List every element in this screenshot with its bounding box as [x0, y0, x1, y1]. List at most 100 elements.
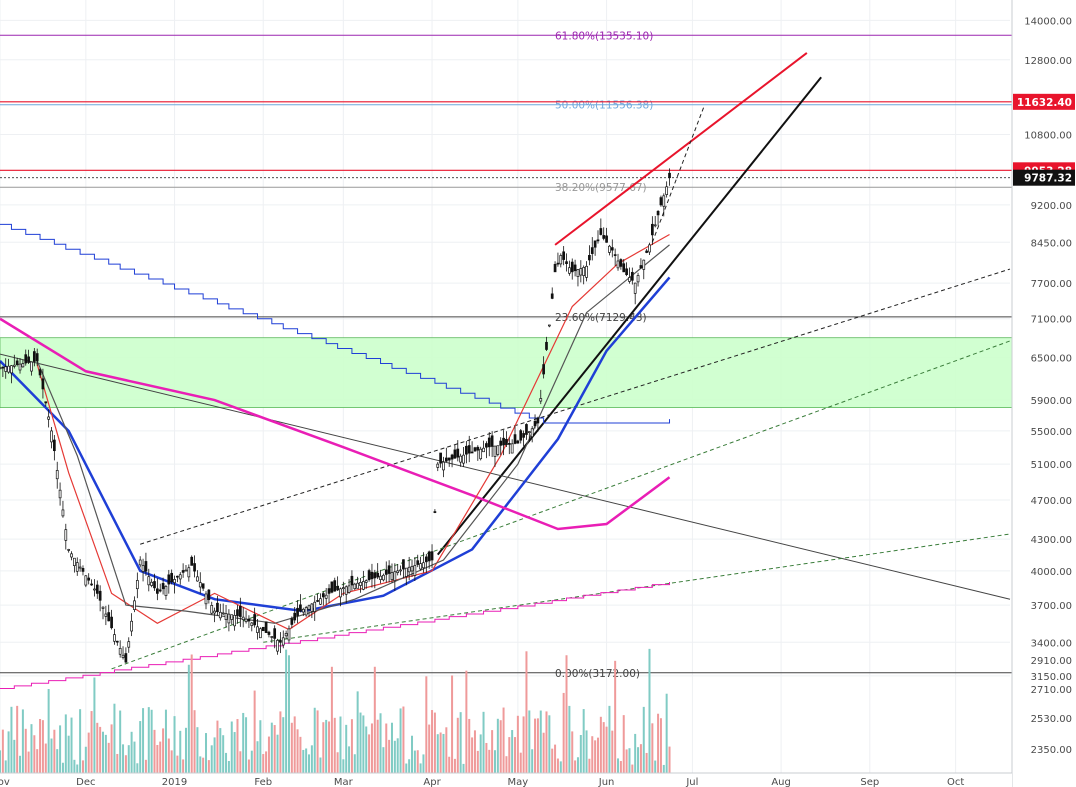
volume-bar — [173, 716, 176, 773]
candle-body — [150, 581, 153, 586]
volume-bar — [273, 725, 276, 773]
volume-bar — [493, 750, 496, 773]
candle-body — [588, 255, 591, 261]
volume-bar — [196, 727, 199, 773]
volume-bar — [250, 750, 253, 773]
candle-body — [476, 446, 480, 451]
candle-body — [38, 369, 42, 376]
candle-body — [493, 445, 497, 457]
volume-bar — [207, 760, 210, 773]
volume-bar — [27, 751, 30, 773]
volume-bar — [637, 747, 640, 773]
volume-bar — [642, 706, 645, 773]
y-tick-label: 7700.00 — [1031, 279, 1072, 290]
fib-level-label: 38.20%(9577.67) — [555, 182, 647, 194]
volume-bar — [451, 675, 454, 773]
volume-bar — [219, 728, 222, 773]
volume-bar — [16, 705, 19, 773]
volume-bar — [548, 715, 551, 773]
volume-bar — [617, 758, 620, 773]
candle-body — [73, 557, 76, 566]
candle-body — [216, 602, 219, 613]
price-axis — [1012, 0, 1076, 787]
candle-body — [339, 588, 342, 598]
volume-bar — [302, 749, 305, 773]
candle-body — [608, 245, 611, 253]
volume-bar — [287, 655, 290, 773]
volume-bar — [359, 712, 362, 773]
volume-bar — [116, 753, 119, 773]
candle-body — [467, 445, 471, 454]
candle-body — [505, 438, 508, 445]
volume-bar — [216, 720, 219, 773]
volume-bar — [662, 764, 665, 773]
volume-bar — [47, 688, 50, 773]
candle-body — [221, 612, 225, 615]
candle-body — [630, 271, 634, 281]
volume-bar — [370, 723, 373, 773]
volume-bar — [70, 717, 73, 773]
volume-bar — [19, 755, 22, 773]
volume-bar — [516, 715, 519, 773]
x-tick-label: Apr — [423, 777, 441, 787]
candle-body — [67, 549, 71, 551]
volume-bar — [76, 764, 79, 773]
y-tick-label: 10800.00 — [1024, 130, 1072, 141]
volume-bar — [528, 710, 531, 773]
volume-bar — [0, 750, 2, 773]
candle-body — [370, 571, 374, 580]
volume-bar — [342, 759, 345, 773]
candle-body — [84, 575, 88, 586]
candle-body — [304, 607, 308, 616]
candle-body — [75, 562, 79, 572]
candle-body — [95, 584, 99, 594]
candle-body — [373, 572, 377, 579]
candle-body — [218, 611, 222, 619]
candle-body — [61, 509, 65, 517]
candle-body — [321, 593, 325, 598]
candle-body — [424, 556, 428, 563]
candle-body — [605, 235, 608, 243]
candle-body — [250, 622, 254, 626]
candle-body — [198, 582, 202, 588]
candle-body — [393, 571, 397, 581]
volume-bar — [502, 707, 505, 773]
volume-bar — [411, 735, 414, 773]
volume-bar — [393, 740, 396, 773]
candle-body — [465, 445, 468, 455]
candle-body — [238, 606, 242, 617]
volume-bar — [164, 709, 167, 773]
volume-bar — [205, 733, 208, 773]
candle-body — [241, 616, 245, 621]
volume-bar — [336, 752, 339, 773]
volume-bar — [611, 730, 614, 773]
volume-bar — [565, 655, 568, 773]
candle-body — [473, 447, 477, 452]
y-tick-label: 4300.00 — [1031, 535, 1072, 546]
volume-tick-label: 2910.00 — [1031, 656, 1072, 667]
y-tick-label: 3400.00 — [1031, 638, 1072, 649]
x-tick-label: Mar — [334, 777, 354, 787]
moving-average-line — [36, 244, 670, 624]
candle-body — [21, 363, 25, 368]
candle-body — [353, 583, 357, 590]
volume-bar — [328, 721, 331, 773]
volume-bar — [159, 741, 162, 773]
volume-bar — [333, 717, 336, 773]
candle-body — [127, 641, 131, 648]
candle-body — [399, 569, 402, 572]
volume-bar — [127, 745, 130, 773]
volume-bar — [605, 726, 608, 773]
price-tag — [1013, 169, 1075, 186]
candle-body — [210, 605, 214, 614]
volume-bar — [556, 758, 559, 773]
volume-tick-label: 2710.00 — [1031, 685, 1072, 696]
y-tick-label: 8450.00 — [1031, 238, 1072, 249]
candle-body — [90, 583, 93, 586]
volume-bar — [202, 757, 205, 773]
candle-body — [261, 626, 265, 632]
candle-body — [347, 585, 351, 593]
volume-bar — [385, 723, 388, 773]
